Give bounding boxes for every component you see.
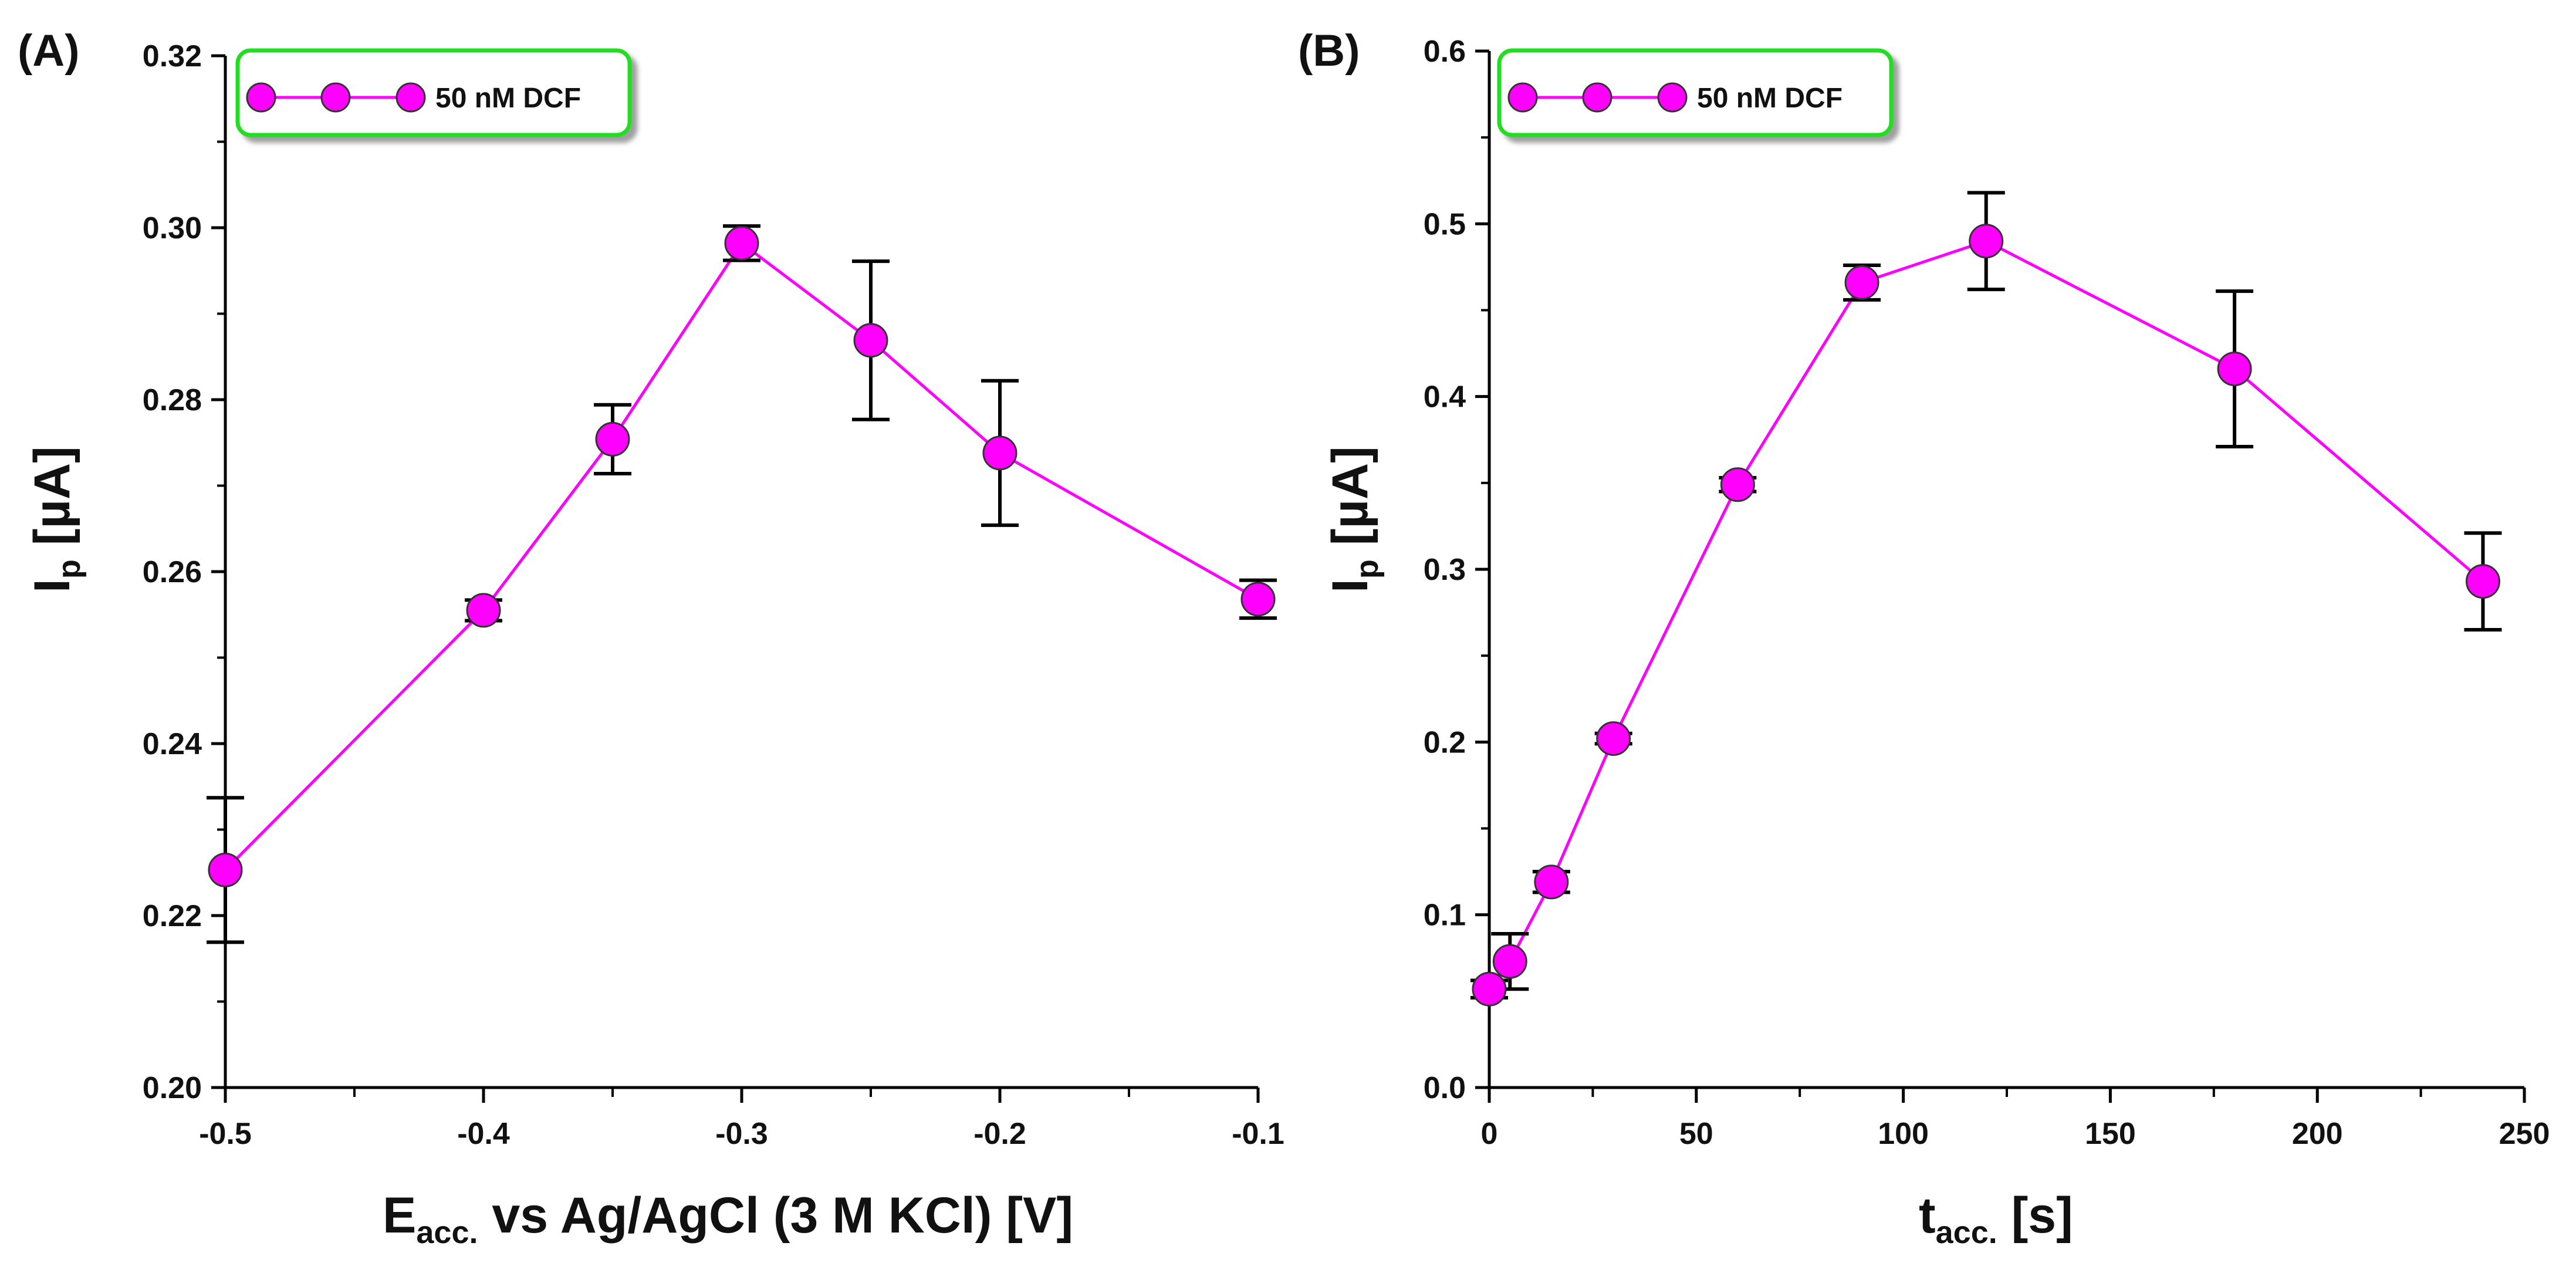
panel-a-data-point [595, 421, 630, 457]
panel-b-legend-marker-3 [1657, 82, 1688, 113]
panel-b-data-point [1492, 944, 1527, 979]
panel-b-axes: 0.0 0.1 0.2 0.3 0.4 0.5 0.6 0 50 100 150 200 250 [1424, 35, 2550, 1151]
panel-a-series-line [224, 241, 1259, 872]
panel-a-data-point [724, 225, 759, 261]
panel-a-xtick-label: -0.1 [1232, 1117, 1284, 1151]
panel-a-legend-label: 50 nM DCF [435, 83, 581, 114]
panel-a-legend-marker-1 [246, 82, 276, 113]
panel-a-ytick-label: 0.32 [143, 39, 202, 73]
panel-b-xtick-label: 150 [2085, 1117, 2136, 1151]
panel-b-data-point [1844, 265, 1879, 300]
panel-a-plot [207, 224, 1277, 944]
panel-b-legend-marker-1 [1507, 82, 1538, 113]
panel-a-axes: 0.20 0.22 0.24 0.26 0.28 0.30 0.32 -0.5 -0.4 -0.3… [143, 39, 1284, 1151]
panel-a-xlabel: Eacc. vs Ag/AgCl (3 M KCl) [V] [383, 1187, 1073, 1250]
panel-a-ytick-label: 0.26 [143, 555, 202, 589]
panel-b-label: (B) [1298, 26, 1360, 76]
panel-a-ytick-label: 0.20 [143, 1071, 202, 1105]
panel-b-data-point [1472, 971, 1507, 1007]
panel-b-series-line [1488, 239, 2484, 990]
panel-a-label: (A) [18, 26, 80, 76]
panel-b-ytick-label: 0.3 [1424, 553, 1466, 587]
panel-b-xtick-label: 100 [1878, 1117, 1929, 1151]
panel-b-plot [1470, 191, 2502, 1007]
panel-b-xtick-label: 200 [2292, 1117, 2343, 1151]
panel-a-ytick-label: 0.24 [143, 727, 202, 761]
panel-a: (A) 0.20 0.22 0.24 0.26 0.28 0.30 0.32 -0.5 -0.4… [18, 26, 1284, 1250]
panel-b-ylabel: Ip [µA] [1322, 446, 1385, 593]
panel-b-ytick-label: 0.6 [1424, 35, 1466, 69]
panel-b-legend-label: 50 nM DCF [1697, 83, 1843, 114]
panel-a-ytick-label: 0.30 [143, 211, 202, 245]
panel-a-xtick-label: -0.3 [715, 1117, 768, 1151]
panel-a-ylabel: Ip [µA] [24, 446, 87, 593]
panel-a-legend-marker-3 [395, 82, 426, 113]
panel-b-data-point [2217, 352, 2252, 387]
panel-a-xtick-label: -0.4 [457, 1117, 510, 1151]
panel-b-ytick-label: 0.4 [1424, 380, 1466, 414]
panel-a-data-point [853, 323, 888, 358]
panel-a-xtick-label: -0.2 [973, 1117, 1026, 1151]
panel-b-legend-marker-2 [1582, 82, 1612, 113]
panel-b-xtick-label: 250 [2499, 1117, 2550, 1151]
panel-b-xtick-label: 50 [1679, 1117, 1713, 1151]
panel-b-data-point [1596, 721, 1631, 756]
panel-b-xlabel: tacc. [s] [1919, 1187, 2073, 1250]
panel-a-data-point [208, 852, 243, 887]
panel-b-ytick-label: 0.1 [1424, 899, 1466, 933]
panel-a-xtick-label: -0.5 [199, 1117, 252, 1151]
panel-b: (B) 0.0 0.1 0.2 0.3 0.4 0.5 0.6 0 50 100 150 200 250… [1298, 26, 2550, 1250]
panel-b-ytick-label: 0.0 [1424, 1071, 1466, 1105]
panel-a-ytick-label: 0.22 [143, 899, 202, 933]
panel-a-legend-box [235, 48, 632, 137]
panel-b-xtick-label: 0 [1481, 1117, 1498, 1151]
panel-a-data-point [466, 593, 501, 628]
panel-b-legend-box [1497, 48, 1894, 137]
panel-a-ytick-label: 0.28 [143, 383, 202, 417]
panel-a-data-point [1240, 582, 1276, 617]
panel-b-legend: 50 nM DCF [1497, 48, 1894, 137]
panel-a-data-point [982, 435, 1017, 471]
panel-b-ytick-label: 0.5 [1424, 207, 1466, 241]
panel-b-ytick-label: 0.2 [1424, 725, 1466, 759]
panel-a-legend-marker-2 [320, 82, 351, 113]
panel-b-data-point [1720, 467, 1755, 502]
panel-a-legend: 50 nM DCF [235, 48, 632, 137]
panel-b-data-point [1969, 224, 2004, 259]
panel-b-data-point [1534, 865, 1569, 900]
panel-b-data-point [2465, 564, 2500, 599]
